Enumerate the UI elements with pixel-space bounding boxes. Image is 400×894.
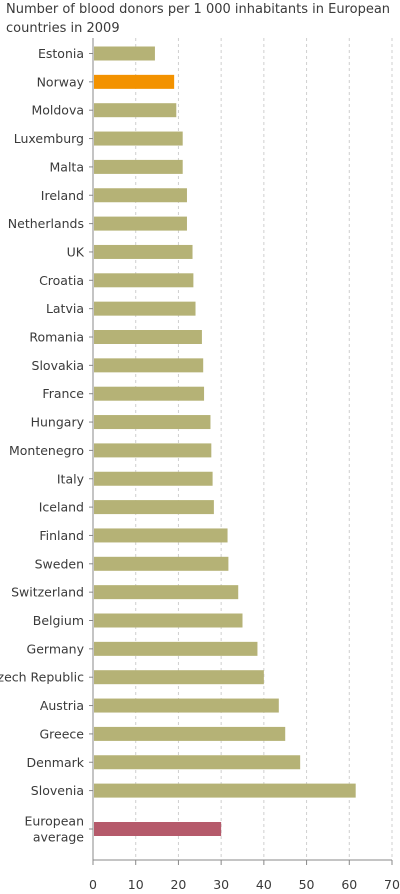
category-label: Estonia bbox=[38, 46, 84, 61]
category-label: Slovenia bbox=[31, 783, 84, 798]
category-label: Slovakia bbox=[32, 358, 84, 373]
x-tick-label: 40 bbox=[256, 877, 272, 892]
category-label: European bbox=[24, 814, 84, 829]
bar bbox=[94, 415, 211, 430]
bar bbox=[94, 471, 213, 486]
category-label: average bbox=[33, 830, 84, 845]
category-label: Denmark bbox=[27, 755, 85, 770]
category-label: Sweden bbox=[35, 556, 84, 571]
category-label: Ireland bbox=[41, 188, 84, 203]
category-label: Luxemburg bbox=[14, 131, 84, 146]
category-label: Montenegro bbox=[9, 443, 84, 458]
bar bbox=[94, 783, 356, 798]
category-label: Romania bbox=[29, 330, 84, 345]
bar bbox=[94, 585, 239, 600]
bar bbox=[94, 500, 214, 515]
bar bbox=[94, 822, 222, 836]
bar bbox=[94, 46, 155, 61]
bar bbox=[94, 188, 187, 203]
category-labels: Estonia Norway Moldova Luxemburg Malta Irelan… bbox=[0, 46, 85, 845]
x-tick-label: 70 bbox=[384, 877, 400, 892]
x-tick-label: 50 bbox=[299, 877, 315, 892]
category-label: Germany bbox=[27, 641, 85, 656]
category-label: Croatia bbox=[39, 273, 84, 288]
bar bbox=[94, 641, 258, 656]
bar bbox=[94, 698, 279, 713]
bar bbox=[94, 131, 183, 146]
bar bbox=[94, 528, 228, 543]
category-label: Switzerland bbox=[11, 585, 84, 600]
category-label: Finland bbox=[39, 528, 84, 543]
category-label: Italy bbox=[57, 471, 85, 486]
x-tick-label: 30 bbox=[213, 877, 229, 892]
bar bbox=[94, 386, 205, 401]
category-label: Austria bbox=[40, 698, 84, 713]
bar bbox=[94, 613, 243, 628]
bar bbox=[94, 159, 183, 174]
x-tick-label: 60 bbox=[341, 877, 357, 892]
x-tick-label: 10 bbox=[128, 877, 144, 892]
category-label: Netherlands bbox=[8, 216, 84, 231]
x-tick-label: 20 bbox=[170, 877, 186, 892]
category-label: Norway bbox=[37, 74, 85, 89]
category-label: Latvia bbox=[46, 301, 84, 316]
bar bbox=[94, 301, 196, 316]
bar bbox=[94, 244, 193, 259]
category-label: Hungary bbox=[31, 415, 85, 430]
category-label: Greece bbox=[40, 726, 85, 741]
category-label: Malta bbox=[50, 159, 84, 174]
bar bbox=[94, 726, 286, 741]
bar bbox=[94, 330, 202, 344]
bar bbox=[94, 74, 175, 89]
category-label: Czech Republic bbox=[0, 670, 84, 685]
category-label: UK bbox=[67, 244, 85, 259]
bar bbox=[94, 670, 264, 685]
bar bbox=[94, 443, 212, 458]
bar bbox=[94, 216, 187, 231]
bar bbox=[94, 755, 301, 770]
bar bbox=[94, 358, 204, 373]
category-label: Belgium bbox=[33, 613, 84, 628]
bar bbox=[94, 103, 177, 118]
category-label: France bbox=[42, 386, 84, 401]
x-axis: 0 10 20 30 40 50 60 70 bbox=[89, 38, 400, 892]
bars bbox=[94, 46, 356, 836]
category-label: Moldova bbox=[31, 103, 84, 118]
bar bbox=[94, 556, 229, 571]
x-tick-label: 0 bbox=[89, 877, 97, 892]
bar bbox=[94, 273, 194, 288]
category-label: Iceland bbox=[39, 500, 84, 515]
chart-title: Number of blood donors per 1 000 inhabit… bbox=[6, 2, 391, 36]
